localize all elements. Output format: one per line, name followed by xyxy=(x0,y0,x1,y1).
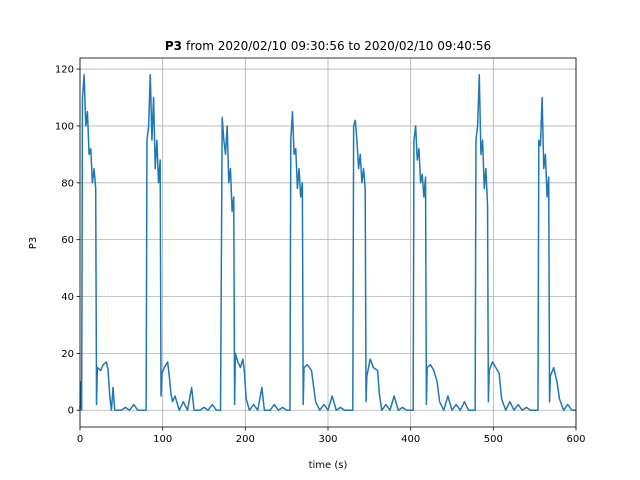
y-tick-label: 20 xyxy=(61,349,74,360)
y-axis-label: P3 xyxy=(28,237,39,249)
y-tick-label: 80 xyxy=(61,178,74,189)
x-tick-label: 0 xyxy=(77,434,83,445)
x-tick-label: 300 xyxy=(318,434,337,445)
x-tick-label: 200 xyxy=(236,434,255,445)
title-bold: P3 xyxy=(165,39,182,53)
y-tick-label: 100 xyxy=(55,121,74,132)
y-tick-label: 0 xyxy=(68,406,74,417)
y-tick-label: 60 xyxy=(61,235,74,246)
data-line xyxy=(79,74,576,411)
plot-frame xyxy=(79,57,577,428)
x-tick-label: 500 xyxy=(484,434,503,445)
x-tick-label: 100 xyxy=(153,434,172,445)
x-tick-label: 400 xyxy=(401,434,420,445)
x-axis-label: time (s) xyxy=(309,460,348,471)
x-tick-label: 600 xyxy=(566,434,585,445)
y-tick-label: 120 xyxy=(55,65,74,76)
chart-title: P3 from 2020/02/10 09:30:56 to 2020/02/10… xyxy=(165,39,491,53)
y-tick-label: 40 xyxy=(61,292,74,303)
title-rest: from 2020/02/10 09:30:56 to 2020/02/10 0… xyxy=(186,39,491,53)
